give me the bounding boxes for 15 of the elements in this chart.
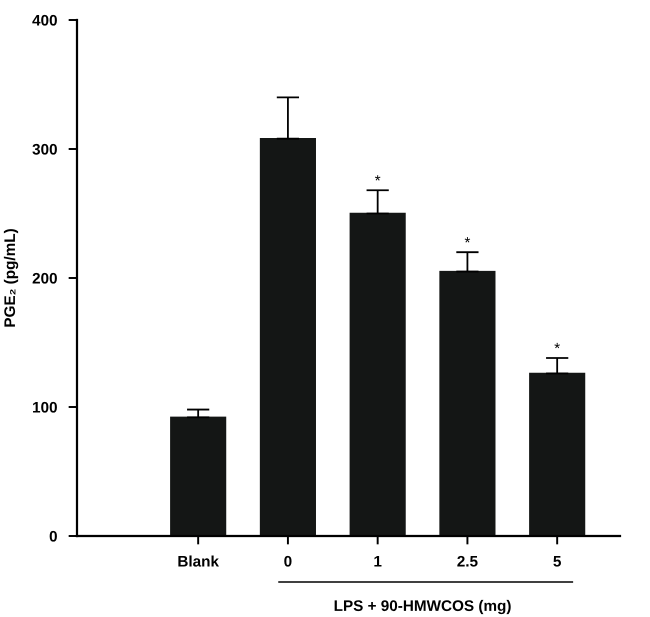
y-axis-title: PGE₂ (pg/mL) (4, 229, 18, 327)
y-tick-label: 0 (50, 530, 57, 542)
x-axis-title: LPS + 90-HMWCOS (mg) (334, 600, 511, 614)
x-tick-label: 5 (553, 556, 561, 567)
x-tick-label: 0 (284, 556, 292, 567)
data-label: * (554, 342, 560, 348)
x-tick-label: Blank (178, 555, 219, 567)
y-tick-label: 200 (32, 272, 57, 284)
x-tick-label: 2.5 (457, 556, 478, 567)
data-label: * (464, 237, 470, 242)
x-tick-label: 1 (374, 556, 382, 567)
y-tick-label: 100 (33, 402, 57, 413)
y-tick-label: 300 (32, 144, 57, 155)
data-label: * (374, 175, 380, 181)
y-tick-label: 400 (32, 14, 57, 26)
